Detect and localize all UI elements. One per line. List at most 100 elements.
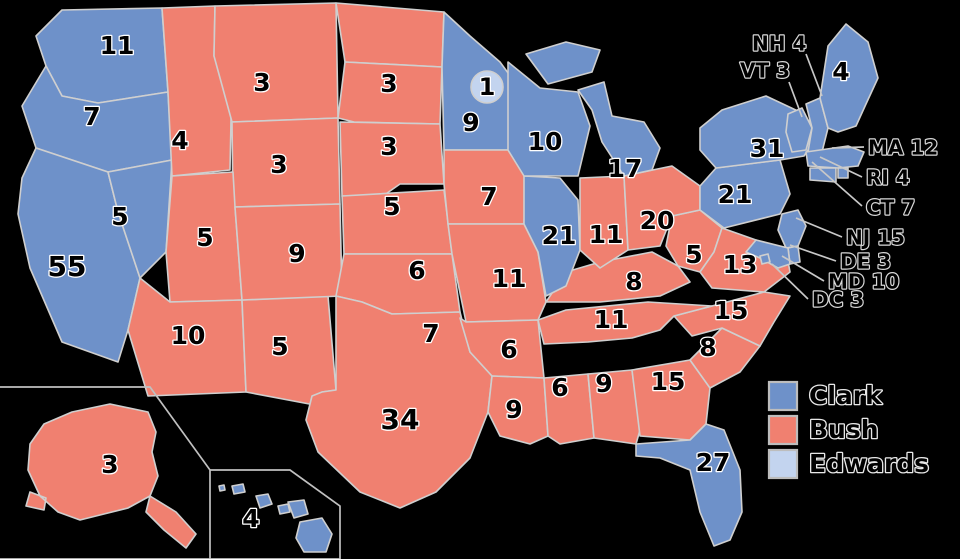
legend: Clark Bush Edwards	[767, 380, 930, 480]
ev-label-nm: 5	[271, 332, 288, 361]
state-MT[interactable]	[213, 2, 339, 123]
ev-label-id: 4	[171, 126, 188, 155]
state-FL[interactable]	[635, 423, 743, 547]
legend-label-edwards: Edwards	[809, 449, 929, 478]
faithless-elector-votes: 1	[479, 73, 496, 101]
ev-label-tx: 34	[381, 403, 420, 436]
ev-label-ut: 5	[196, 223, 213, 252]
ev-label-mt: 3	[253, 68, 270, 97]
state-NV[interactable]	[107, 159, 173, 279]
callout-leader-ri	[819, 156, 863, 178]
states-layer	[17, 2, 879, 553]
hawaii-inset-frame	[210, 469, 341, 559]
state-AK[interactable]	[25, 403, 197, 549]
state-SC[interactable]	[689, 327, 761, 389]
ev-label-nd: 3	[380, 69, 397, 98]
ev-label-nc: 15	[714, 296, 749, 325]
callout-label-vt: VT 3	[740, 59, 790, 83]
callout-leader-ma	[831, 146, 865, 149]
ev-label-va: 13	[723, 250, 758, 279]
ev-label-hi: 4	[242, 504, 259, 533]
callout-label-dc: DC 3	[812, 288, 864, 312]
callout-leader-nh	[805, 53, 823, 97]
ev-label-al: 9	[595, 369, 612, 398]
ev-label-oh: 20	[640, 206, 675, 235]
callout-label-ri: RI 4	[866, 166, 910, 190]
ev-label-ky: 8	[625, 267, 642, 296]
ev-label-tn: 11	[594, 305, 629, 334]
ev-label-ks: 6	[408, 256, 425, 285]
state-NJ[interactable]	[777, 209, 807, 249]
callout-label-ct: CT 7	[866, 196, 915, 220]
ev-label-il: 21	[542, 221, 577, 250]
ev-label-ga: 15	[651, 367, 686, 396]
legend-swatch-bush[interactable]	[767, 414, 799, 446]
callout-label-nh: NH 4	[752, 32, 806, 56]
ev-label-fl: 27	[696, 448, 731, 477]
state-VT[interactable]	[785, 107, 813, 153]
ev-label-wi: 10	[528, 127, 563, 156]
ev-label-wy: 3	[270, 150, 287, 179]
inset-frames	[0, 386, 341, 559]
ev-label-la: 9	[505, 395, 522, 424]
state-ME[interactable]	[819, 23, 879, 133]
legend-swatch-edwards[interactable]	[767, 448, 799, 480]
faithless-elector-circle[interactable]	[470, 70, 504, 104]
state-WI[interactable]	[507, 61, 591, 177]
state-MA[interactable]	[805, 145, 865, 169]
callout-leader-de	[789, 244, 837, 262]
ev-label-ar: 6	[500, 335, 517, 364]
callout-leader-vt	[788, 81, 803, 118]
ev-label-co: 9	[288, 239, 305, 268]
state-NM[interactable]	[241, 295, 337, 407]
state-NC[interactable]	[673, 291, 791, 347]
ev-label-in: 11	[589, 220, 624, 249]
callout-label-nj: NJ 15	[846, 226, 905, 250]
legend-label-bush: Bush	[809, 415, 879, 444]
state-MS[interactable]	[543, 373, 595, 445]
ev-label-ca: 55	[48, 250, 87, 283]
ev-label-me: 4	[832, 57, 849, 86]
ev-label-sc: 8	[699, 333, 716, 362]
ev-label-mi: 17	[608, 154, 643, 183]
state-IN[interactable]	[579, 175, 629, 269]
ev-label-or: 7	[83, 102, 100, 131]
state-OH[interactable]	[623, 165, 701, 251]
state-TX[interactable]	[305, 295, 493, 509]
state-DC[interactable]	[759, 253, 771, 265]
ev-label-mo: 11	[492, 264, 527, 293]
state-AL[interactable]	[587, 369, 641, 445]
state-TN[interactable]	[537, 301, 713, 345]
ev-label-az: 10	[171, 321, 206, 350]
legend-label-clark: Clark	[809, 381, 883, 410]
state-HI[interactable]	[218, 483, 333, 553]
faithless-elector-marker[interactable]: 1	[470, 70, 504, 104]
ev-label-ms: 6	[551, 373, 568, 402]
state-IL[interactable]	[523, 175, 581, 297]
legend-swatch-clark[interactable]	[767, 380, 799, 412]
callout-label-de: DE 3	[840, 250, 891, 274]
state-MI[interactable]	[525, 41, 661, 177]
ev-label-ok: 7	[422, 319, 439, 348]
callout-leader-md	[781, 255, 825, 282]
ev-label-wv: 5	[685, 240, 702, 269]
callout-label-ma: MA 12	[868, 136, 938, 160]
callout-leader-nj	[795, 217, 843, 238]
ev-label-ne: 5	[383, 192, 400, 221]
ev-label-mn: 9	[462, 108, 479, 137]
ev-label-ia: 7	[480, 182, 497, 211]
ev-label-sd: 3	[380, 132, 397, 161]
ev-label-ak: 3	[101, 450, 118, 479]
ev-label-nv: 5	[111, 202, 128, 231]
callout-leader-ct	[811, 161, 863, 207]
callout-label-md: MD 10	[828, 270, 899, 294]
ev-label-pa: 21	[718, 180, 753, 209]
state-ND[interactable]	[335, 2, 445, 68]
ev-label-wa: 11	[100, 31, 135, 60]
ev-label-ny: 31	[750, 134, 785, 163]
callout-leader-dc	[771, 263, 809, 300]
